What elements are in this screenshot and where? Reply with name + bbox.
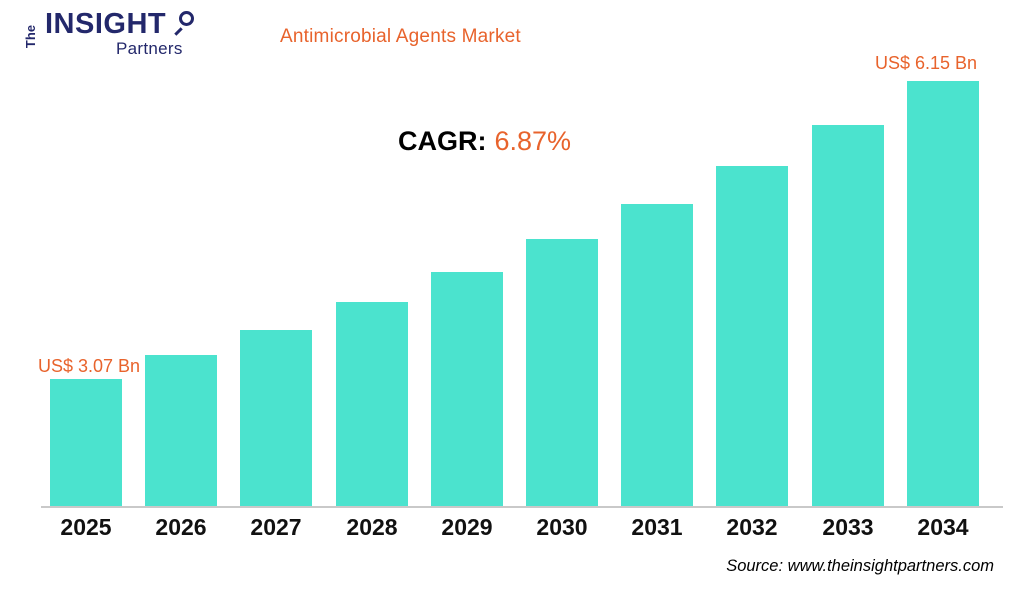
cagr-annotation: CAGR: 6.87%	[398, 126, 571, 157]
bar-2029	[431, 272, 503, 506]
source-text: Source: www.theinsightpartners.com	[726, 557, 994, 575]
brand-insight: INSIGHT	[45, 8, 167, 40]
x-tick-2027: 2027	[250, 514, 302, 540]
x-tick-2033: 2033	[822, 514, 874, 540]
data-label-2025: US$ 3.07 Bn	[38, 356, 141, 376]
magnifier-icon	[179, 11, 194, 26]
x-tick-2030: 2030	[536, 514, 588, 540]
x-tick-2026: 2026	[155, 514, 207, 540]
bar-2031	[621, 204, 693, 506]
bar-2032	[716, 166, 788, 506]
cagr-value: 6.87%	[494, 126, 572, 156]
x-tick-2031: 2031	[631, 514, 683, 540]
brand-the: The	[23, 24, 39, 49]
x-axis-line	[41, 506, 1003, 508]
brand-partners: Partners	[116, 39, 183, 58]
x-tick-2025: 2025	[60, 514, 112, 540]
x-tick-2034: 2034	[917, 514, 969, 540]
bar-2027	[240, 330, 312, 506]
bar-2025	[50, 379, 122, 506]
x-tick-2028: 2028	[346, 514, 398, 540]
x-tick-2029: 2029	[441, 514, 493, 540]
x-axis-labels: 2025 2026 2027 2028 2029 2030 2031 2032 2033 2034	[50, 514, 980, 546]
cagr-label: CAGR:	[398, 126, 487, 156]
bar-2026	[145, 355, 217, 506]
bar-2028	[336, 302, 408, 506]
bars-container	[50, 0, 980, 506]
bar-2030	[526, 239, 598, 506]
x-tick-2032: 2032	[726, 514, 778, 540]
brand-logo: The INSIGHT Partners	[23, 8, 218, 70]
bar-2033	[812, 125, 884, 506]
data-label-2034: US$ 6.15 Bn	[875, 53, 978, 73]
bar-2034	[907, 81, 979, 506]
chart-title: Antimicrobial Agents Market	[280, 26, 521, 47]
